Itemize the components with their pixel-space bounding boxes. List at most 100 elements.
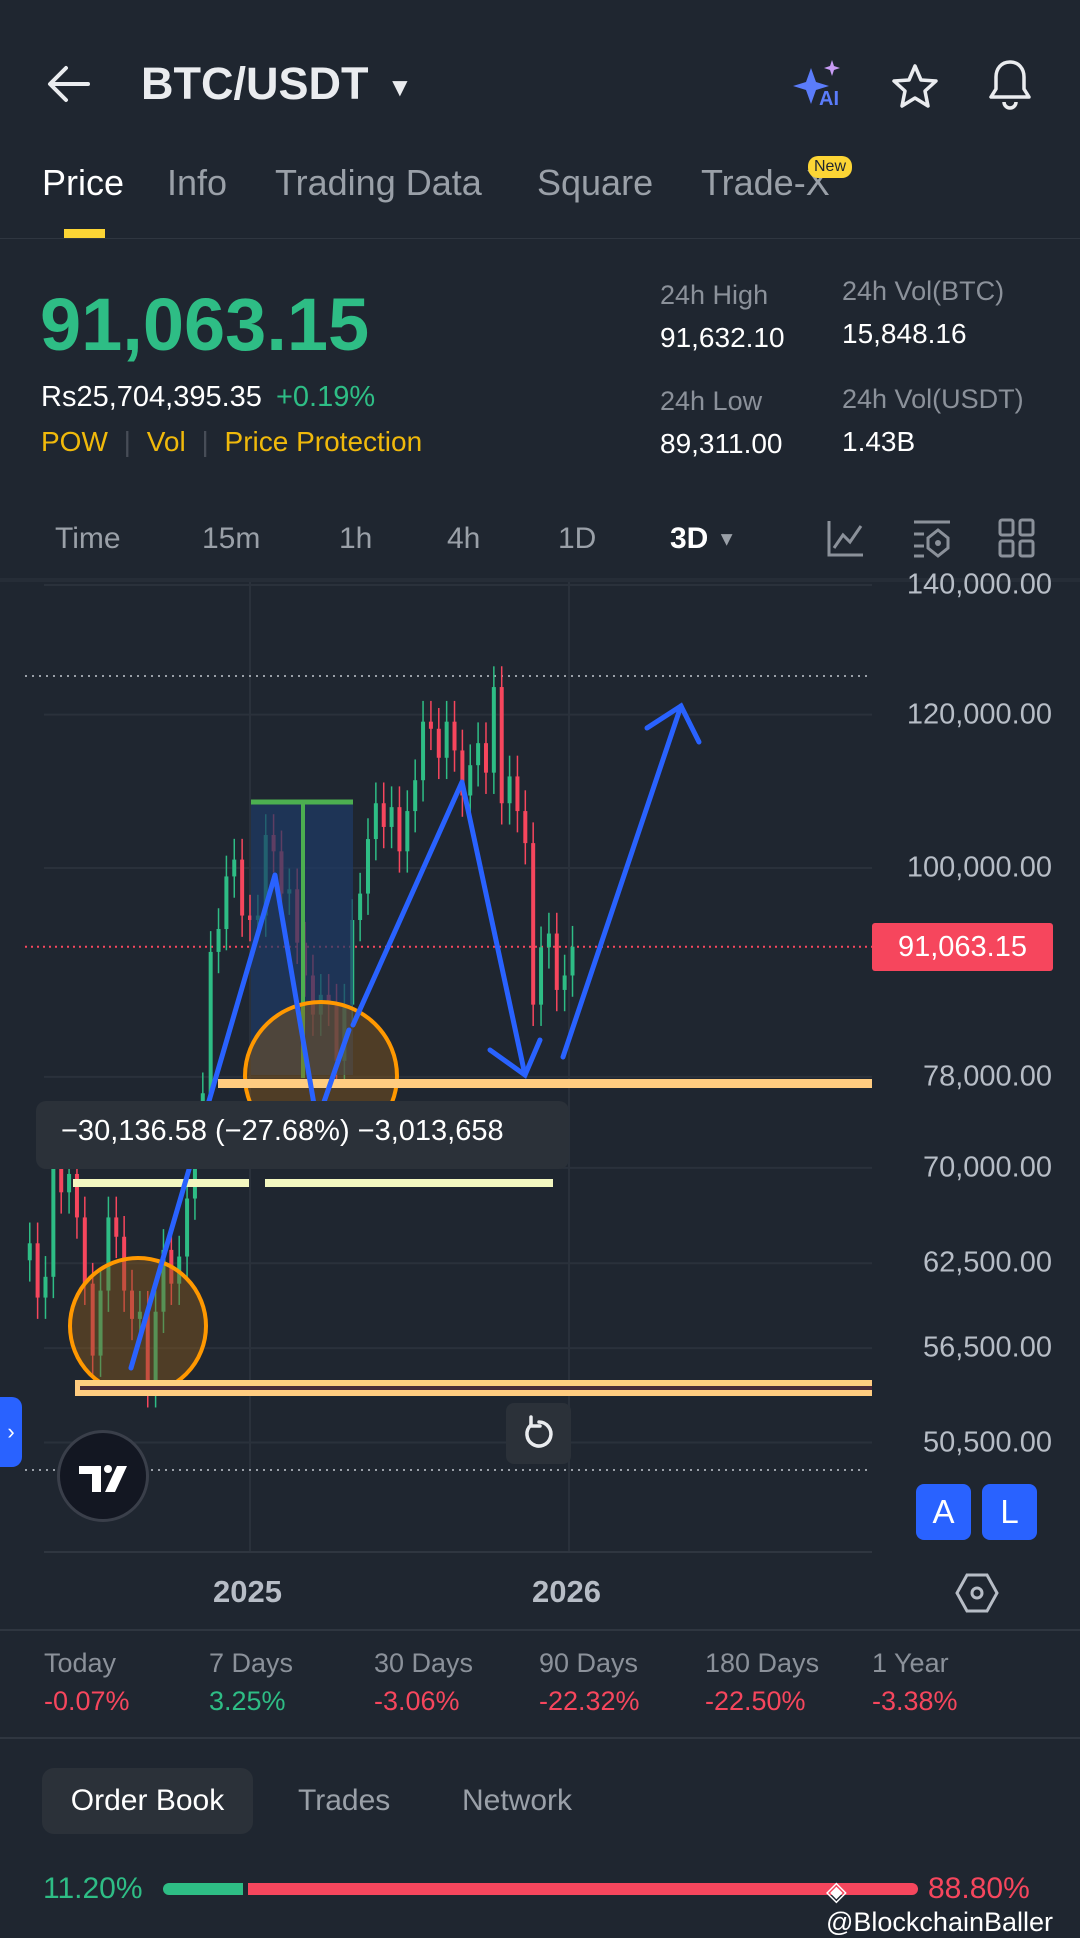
tab-trades[interactable]: Trades	[298, 1784, 391, 1817]
reset-chart-button[interactable]	[506, 1403, 571, 1464]
current-price-label: 91,063.15	[897, 930, 1027, 963]
ai-sparkle-icon	[793, 60, 840, 104]
log-scale-button[interactable]: L	[982, 1484, 1037, 1540]
tag-vol[interactable]: Vol	[146, 426, 186, 457]
tradingview-logo[interactable]	[57, 1430, 149, 1522]
candle	[106, 1217, 111, 1291]
candle	[539, 947, 544, 1005]
divider	[0, 1629, 1080, 1631]
y-axis-label: 78,000.00	[922, 1060, 1052, 1093]
candle	[248, 915, 252, 921]
measure-tooltip: −30,136.58 (−27.68%) −3,013,658	[36, 1101, 569, 1169]
vol-btc-value: 15,848.16	[842, 318, 967, 349]
candle	[114, 1217, 119, 1237]
candle	[523, 811, 528, 844]
up-arrowhead	[644, 702, 702, 745]
ai-button[interactable]: AI	[793, 58, 849, 114]
interval-15m[interactable]: 15m	[202, 522, 261, 555]
candle	[476, 743, 481, 766]
candle	[373, 803, 378, 840]
candle	[208, 951, 213, 1094]
candle	[216, 929, 221, 952]
candle	[444, 721, 449, 758]
auto-scale-button[interactable]: A	[916, 1484, 971, 1540]
watermark: ◈ @BlockchainBaller	[826, 1876, 1080, 1938]
interval-1h[interactable]: 1h	[339, 522, 373, 555]
high-value: 91,632.10	[660, 322, 785, 353]
candle	[460, 750, 465, 796]
indicator-button[interactable]	[826, 518, 866, 563]
bell-icon	[989, 60, 1031, 110]
y-axis-label: 70,000.00	[922, 1151, 1052, 1184]
interval-time[interactable]: Time	[55, 522, 121, 555]
back-arrow-icon	[48, 66, 90, 102]
drawing-tools-button[interactable]	[912, 518, 952, 563]
fiat-price: Rs25,704,395.35	[41, 381, 262, 413]
candle	[436, 728, 441, 758]
vol-usdt-label: 24h Vol(USDT)	[842, 384, 1024, 414]
candle	[507, 776, 512, 804]
current-price-tag: 91,063.15	[872, 922, 1053, 971]
candle	[122, 1236, 127, 1291]
back-button[interactable]	[44, 62, 94, 106]
interval-3d[interactable]: 3D ▼	[670, 522, 737, 556]
drawing-tools-icon	[914, 520, 950, 558]
chart-settings-button[interactable]	[955, 1572, 999, 1619]
period-change: -22.32%	[539, 1686, 640, 1716]
support-circle-lower	[68, 1256, 208, 1396]
tab-price[interactable]: Price	[42, 162, 125, 203]
candle	[562, 975, 567, 990]
last-price: 91,063.15	[40, 283, 370, 366]
new-badge: New	[808, 156, 853, 178]
period-label: 30 Days	[374, 1648, 474, 1678]
bid-bar	[163, 1883, 243, 1895]
candle	[82, 1217, 87, 1284]
projection-arrow	[560, 703, 684, 1060]
candle	[130, 1290, 135, 1319]
line-chart-icon	[827, 521, 863, 557]
y-axis-label: 100,000.00	[906, 851, 1052, 884]
tag-pow[interactable]: POW	[41, 426, 108, 457]
tab-square[interactable]: Square	[537, 162, 654, 203]
alert-button[interactable]	[986, 58, 1034, 115]
period-change: -0.07%	[44, 1686, 130, 1716]
trend-arrow-path	[350, 779, 528, 1078]
measure-text: −30,136.58 (−27.68%) −3,013,658	[61, 1115, 504, 1147]
candle	[51, 1167, 56, 1277]
support-zone-54k-inner	[80, 1386, 872, 1390]
vol-usdt-value: 1.43B	[842, 426, 916, 457]
candle	[90, 1283, 95, 1356]
caret-down-icon: ▼	[716, 528, 737, 551]
candle	[224, 876, 229, 930]
candle	[491, 687, 496, 773]
candle	[499, 687, 504, 804]
side-panel-toggle[interactable]: ›	[0, 1397, 22, 1467]
tag-price-protection[interactable]: Price Protection	[224, 426, 423, 457]
candle	[240, 859, 245, 916]
candle	[546, 933, 551, 948]
tab-network[interactable]: Network	[462, 1784, 573, 1817]
candle	[43, 1276, 48, 1298]
binance-logo-icon: ◈	[826, 1876, 847, 1906]
interval-4h[interactable]: 4h	[447, 522, 481, 555]
y-axis-label: 56,500.00	[922, 1331, 1052, 1364]
candle	[67, 1173, 72, 1193]
tab-active-indicator	[64, 229, 105, 238]
candle	[421, 721, 426, 781]
tab-trading-data[interactable]: Trading Data	[275, 162, 482, 203]
candle	[35, 1243, 40, 1298]
layout-button[interactable]	[998, 518, 1036, 563]
tab-order-book[interactable]: Order Book	[42, 1768, 253, 1834]
tab-order-book-label: Order Book	[70, 1784, 225, 1817]
period-label: 7 Days	[209, 1648, 294, 1678]
grid-icon	[998, 518, 1035, 558]
interval-1d[interactable]: 1D	[558, 522, 597, 555]
favorite-button[interactable]	[891, 62, 939, 115]
candle	[365, 839, 370, 894]
tab-info[interactable]: Info	[167, 162, 228, 203]
bid-percent: 11.20%	[43, 1872, 143, 1905]
pair-selector[interactable]: BTC/USDT ▼	[141, 58, 413, 110]
caret-down-icon: ▼	[387, 71, 413, 102]
level-line-70k-b	[265, 1179, 553, 1187]
candle	[137, 1311, 142, 1319]
